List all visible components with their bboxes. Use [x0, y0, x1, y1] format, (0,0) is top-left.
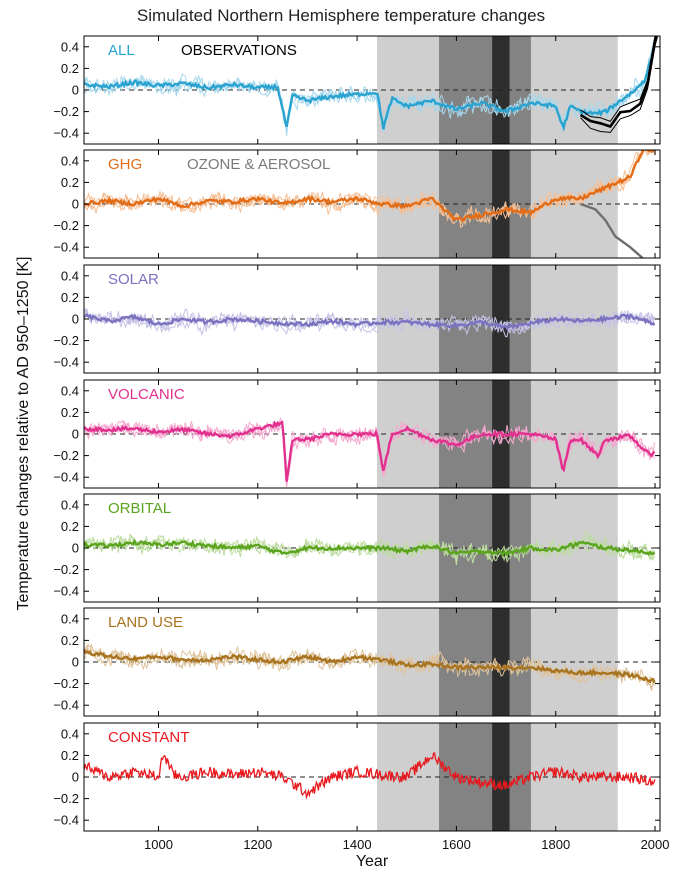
panel-label: LAND USE: [108, 614, 183, 631]
y-tick-label: −0.2: [53, 448, 79, 463]
panel-volcanic: 0.4 0.2 0 −0.2 −0.4 VOLCANIC: [53, 379, 661, 489]
panel-label: VOLCANIC: [108, 386, 185, 403]
panel-solar: 0.4 0.2 0 −0.2 −0.4 SOLAR: [53, 264, 661, 374]
y-tick-label: 0.2: [61, 519, 79, 534]
y-tick-label: 0.4: [61, 39, 79, 54]
series-line-orbital: [84, 538, 656, 558]
x-tick-label: 1200: [243, 837, 272, 852]
x-tick-label: 2000: [641, 837, 670, 852]
y-tick-label: −0.4: [53, 813, 79, 828]
y-tick-label: −0.4: [53, 126, 79, 141]
y-tick-label: 0.4: [61, 497, 79, 512]
panel-ghg: 0.4 0.2 0 −0.2 −0.4 GHG OZONE & AEROSOL: [53, 149, 661, 259]
ensemble-member-line: [84, 642, 655, 687]
observations-line: [580, 36, 656, 123]
y-tick-label: −0.2: [53, 791, 79, 806]
y-tick-label: −0.4: [53, 698, 79, 713]
panel-all: 0.4 0.2 0 −0.2 −0.4 ALL OBSERVATIONS: [53, 35, 661, 145]
y-tick-label: 0.4: [61, 153, 79, 168]
y-tick-label: −0.4: [53, 584, 79, 599]
chart-title: Simulated Northern Hemisphere temperatur…: [136, 6, 546, 25]
y-tick-label: 0.2: [61, 405, 79, 420]
x-tick-label: 1600: [442, 837, 471, 852]
y-tick-label: −0.2: [53, 333, 79, 348]
y-tick-label: 0.4: [61, 726, 79, 741]
series-line-ghg: [84, 150, 656, 223]
y-tick-label: 0.2: [61, 61, 79, 76]
x-tick-label: 1400: [343, 837, 372, 852]
y-tick-label: 0.4: [61, 268, 79, 283]
y-tick-label: 0: [72, 312, 79, 327]
ensemble-member-line: [84, 530, 655, 564]
ensemble-member-line: [84, 150, 655, 225]
y-tick-label: 0.2: [61, 633, 79, 648]
y-tick-label: 0.4: [61, 383, 79, 398]
y-tick-label: 0: [72, 427, 79, 442]
series-line-all: [84, 47, 656, 132]
y-tick-label: 0.2: [61, 175, 79, 190]
panel-land-use: 0.4 0.2 0 −0.2 −0.4 LAND USE: [53, 607, 661, 717]
y-tick-label: 0: [72, 541, 79, 556]
panel-label: ORBITAL: [108, 500, 171, 517]
panel-extra-label: OZONE & AEROSOL: [187, 156, 330, 173]
ozone-aerosol-line: [580, 202, 644, 258]
y-tick-label: −0.2: [53, 562, 79, 577]
y-tick-label: −0.2: [53, 218, 79, 233]
y-tick-label: −0.2: [53, 676, 79, 691]
y-tick-label: 0: [72, 197, 79, 212]
x-tick-label: 1000: [144, 837, 173, 852]
panel-constant: 0.4 0.2 0 −0.2 −0.4 CONSTANT: [53, 722, 661, 832]
series-line-solar: [84, 313, 656, 331]
y-tick-label: 0: [72, 770, 79, 785]
y-tick-label: 0.2: [61, 290, 79, 305]
y-axis-label: Temperature changes relative to AD 950–1…: [15, 257, 32, 611]
x-axis-label: Year: [356, 853, 389, 870]
panel-label: SOLAR: [108, 271, 159, 288]
series-line-volcanic: [84, 420, 656, 482]
y-tick-label: 0: [72, 83, 79, 98]
y-tick-label: −0.4: [53, 240, 79, 255]
y-tick-label: 0.2: [61, 748, 79, 763]
observations-line: [579, 36, 658, 129]
y-tick-label: 0: [72, 655, 79, 670]
panel-label: GHG: [108, 156, 142, 173]
series-line-constant: [84, 752, 656, 800]
panel-label: CONSTANT: [108, 729, 189, 746]
panel-orbital: 0.4 0.2 0 −0.2 −0.4 ORBITAL: [53, 493, 661, 603]
y-tick-label: −0.2: [53, 104, 79, 119]
y-tick-label: 0.4: [61, 611, 79, 626]
series-line-land-use: [84, 648, 656, 684]
panel-extra-label: OBSERVATIONS: [181, 42, 297, 59]
y-tick-label: −0.4: [53, 470, 79, 485]
x-tick-label: 1800: [541, 837, 570, 852]
y-tick-label: −0.4: [53, 355, 79, 370]
ensemble-member-line: [84, 310, 655, 335]
panel-label: ALL: [108, 42, 135, 59]
